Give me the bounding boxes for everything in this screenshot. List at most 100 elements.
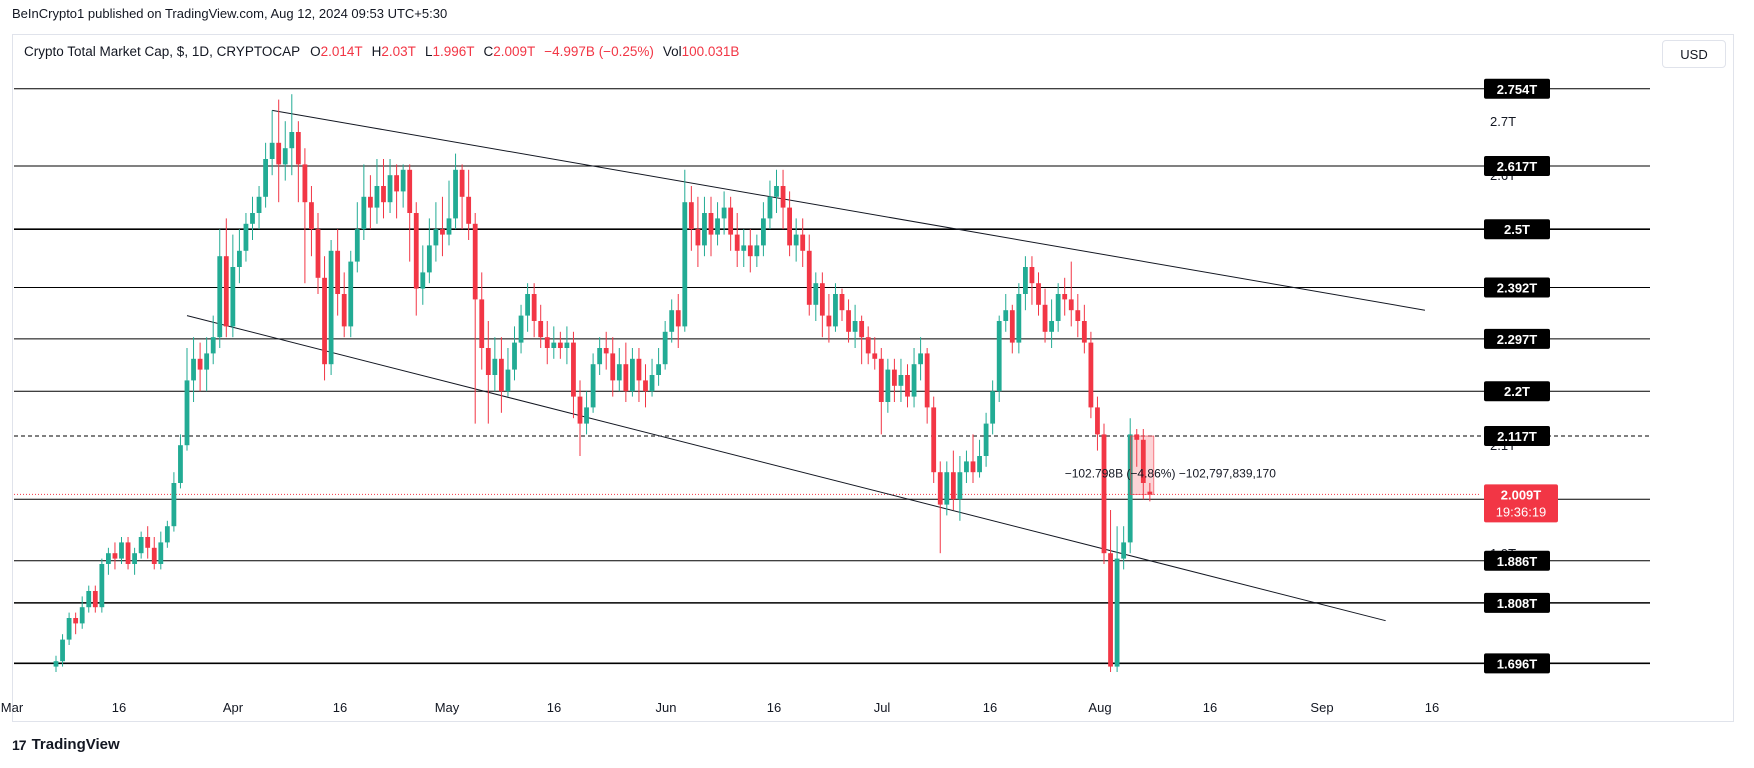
candle-body	[499, 358, 504, 392]
candle-body	[197, 358, 203, 370]
candle-body	[263, 159, 268, 197]
candle-body	[767, 196, 773, 219]
candle-body	[1009, 310, 1015, 343]
candle-body	[754, 245, 760, 257]
volume-key: Vol	[662, 44, 682, 59]
last-price-label: 2.009T	[1501, 487, 1542, 502]
candle-body	[341, 294, 347, 327]
candle-body	[977, 456, 982, 473]
level-badge	[1484, 550, 1550, 571]
candle-body	[584, 407, 589, 424]
tradingview-logo[interactable]: 17 TradingView	[12, 736, 120, 753]
candle-body	[374, 186, 380, 208]
price-axis-layer: 2.7T2.6T2.1T1.9T2.754T2.617T2.5T2.392T2.…	[1484, 78, 1558, 674]
candle-body	[335, 250, 341, 294]
candle-body	[544, 337, 550, 348]
candle-body	[728, 207, 734, 235]
candle-body	[1081, 321, 1087, 343]
time-tick-label: Apr	[223, 700, 244, 715]
candle-body	[649, 375, 655, 392]
currency-button[interactable]: USD	[1662, 40, 1726, 68]
candle-body	[1036, 283, 1041, 305]
candle-body	[957, 472, 963, 500]
candle-body	[518, 315, 524, 343]
candle-body	[970, 461, 976, 473]
candle-body	[525, 294, 530, 316]
candle-body	[702, 213, 707, 246]
last-price-badge	[1484, 484, 1558, 523]
candle-body	[368, 196, 373, 208]
candle-body	[675, 310, 681, 327]
low-value: 1.996T	[432, 44, 475, 59]
candle-body	[682, 202, 688, 327]
candle-body	[171, 483, 177, 527]
level-badge	[1484, 219, 1550, 240]
candle-body	[669, 310, 675, 332]
candle-body	[839, 294, 845, 311]
candle-body	[446, 218, 452, 235]
candle-body	[466, 196, 472, 224]
candle-body	[1075, 310, 1081, 321]
candle-body	[636, 358, 642, 381]
candle-body	[793, 234, 799, 246]
candle-body	[1003, 310, 1009, 321]
candle-body	[315, 229, 321, 278]
candle-body	[911, 364, 917, 397]
candle-body	[230, 267, 236, 327]
candle-body	[964, 461, 969, 473]
candle-body	[734, 234, 740, 251]
time-tick-label: 16	[1425, 700, 1439, 715]
candle-body	[944, 472, 950, 505]
candle-body	[237, 250, 242, 267]
candle-body	[872, 353, 878, 359]
countdown-label: 19:36:19	[1496, 504, 1547, 519]
time-tick-label: 16	[767, 700, 781, 715]
candle-body	[878, 358, 884, 402]
candle-body	[282, 148, 288, 165]
level-badge-label: 2.392T	[1497, 281, 1538, 296]
tradingview-mark-icon: 17	[12, 736, 27, 753]
published-line: BeInCrypto1 published on TradingView.com…	[12, 6, 448, 21]
candle-body	[394, 175, 399, 192]
time-tick-label: Aug	[1088, 700, 1111, 715]
candle-body	[400, 169, 406, 192]
candle-body	[852, 321, 858, 332]
level-badge-label: 2.754T	[1497, 82, 1538, 97]
candle-body	[125, 542, 131, 564]
candle-body	[761, 218, 766, 246]
candle-body	[931, 407, 937, 473]
chart-pane[interactable]	[12, 34, 1734, 722]
candle-body	[354, 229, 360, 262]
candle-body	[361, 196, 367, 230]
candle-body	[420, 272, 426, 289]
candle-body	[551, 342, 557, 348]
candle-body	[571, 342, 576, 397]
candle-body	[708, 213, 714, 235]
candle-body	[426, 245, 432, 273]
candle-body	[407, 169, 413, 213]
high-key: H	[371, 44, 382, 59]
candle-body	[322, 277, 327, 365]
candle-body	[453, 169, 458, 219]
candle-body	[433, 229, 439, 246]
candle-body	[256, 196, 262, 213]
candle-body	[806, 250, 812, 305]
time-tick-label: Jun	[656, 700, 677, 715]
candle-body	[66, 618, 72, 640]
candle-body	[1108, 553, 1113, 667]
candle-body	[387, 175, 393, 203]
candle-body	[295, 132, 301, 165]
time-tick-label: 16	[333, 700, 347, 715]
candle-body	[276, 142, 282, 165]
level-badge-label: 1.886T	[1497, 554, 1538, 569]
candle-body	[184, 380, 190, 446]
candle-body	[1101, 434, 1107, 554]
candle-body	[1049, 321, 1054, 332]
candle-body	[630, 358, 635, 392]
candle-body	[1095, 407, 1100, 435]
candle-body	[800, 234, 806, 251]
candle-body	[688, 202, 694, 230]
candle-body	[1121, 542, 1127, 559]
candle-body	[590, 364, 596, 408]
